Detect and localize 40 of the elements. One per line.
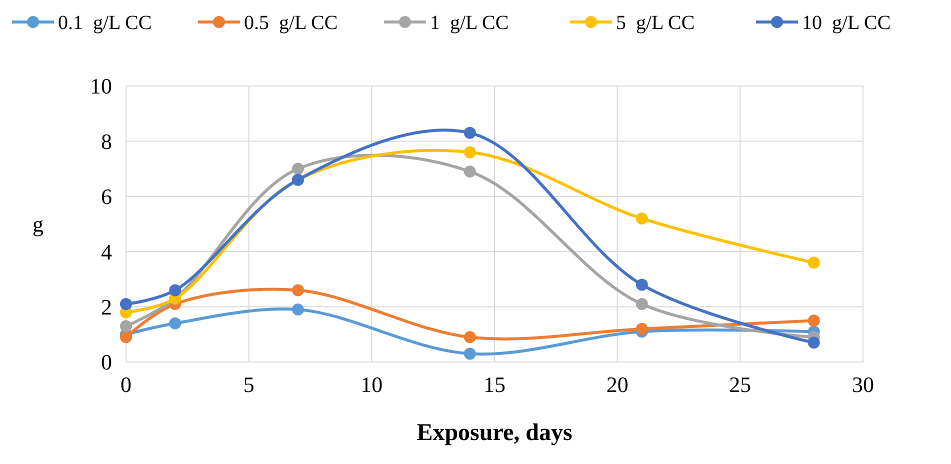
point: [120, 331, 132, 344]
x-tick-label: 30: [852, 372, 874, 397]
x-tick-label: 5: [243, 372, 254, 397]
y-tick-label: 0: [101, 350, 112, 375]
x-tick-label: 25: [729, 372, 752, 397]
x-tick-label: 0: [120, 372, 132, 397]
y-tick-label: 4: [101, 239, 112, 264]
point: [169, 284, 182, 296]
point: [464, 146, 476, 158]
legend-label: 10 g/L CC: [802, 12, 891, 34]
point: [636, 298, 648, 310]
y-tick-label: 10: [90, 74, 112, 99]
x-tick-label: 10: [360, 372, 383, 397]
legend-label: 1 g/L CC: [430, 12, 509, 34]
legend-label: 5 g/L CC: [616, 12, 695, 34]
x-tick-label: 15: [484, 372, 506, 397]
point: [169, 317, 182, 330]
legend-label: 0.1 g/L CC: [58, 12, 152, 34]
point: [120, 320, 132, 332]
point: [808, 336, 820, 349]
point: [464, 331, 476, 344]
y-tick-label: 6: [101, 184, 112, 210]
point: [808, 256, 820, 269]
point: [292, 162, 304, 175]
point: [120, 298, 132, 310]
point: [292, 304, 304, 316]
x-axis-title: Exposure, days: [416, 420, 572, 446]
point: [464, 126, 476, 139]
legend-label: 0.5 g/L CC: [244, 12, 338, 34]
x-tick-label: 20: [606, 372, 628, 397]
point: [636, 212, 648, 224]
y-tick-label: 8: [101, 128, 112, 154]
point: [636, 278, 648, 291]
point: [464, 348, 476, 360]
point: [808, 314, 820, 327]
y-tick-label: 2: [101, 294, 112, 320]
point: [292, 284, 304, 296]
y-axis-title: g: [32, 212, 44, 237]
point: [464, 166, 476, 178]
point: [636, 322, 648, 335]
